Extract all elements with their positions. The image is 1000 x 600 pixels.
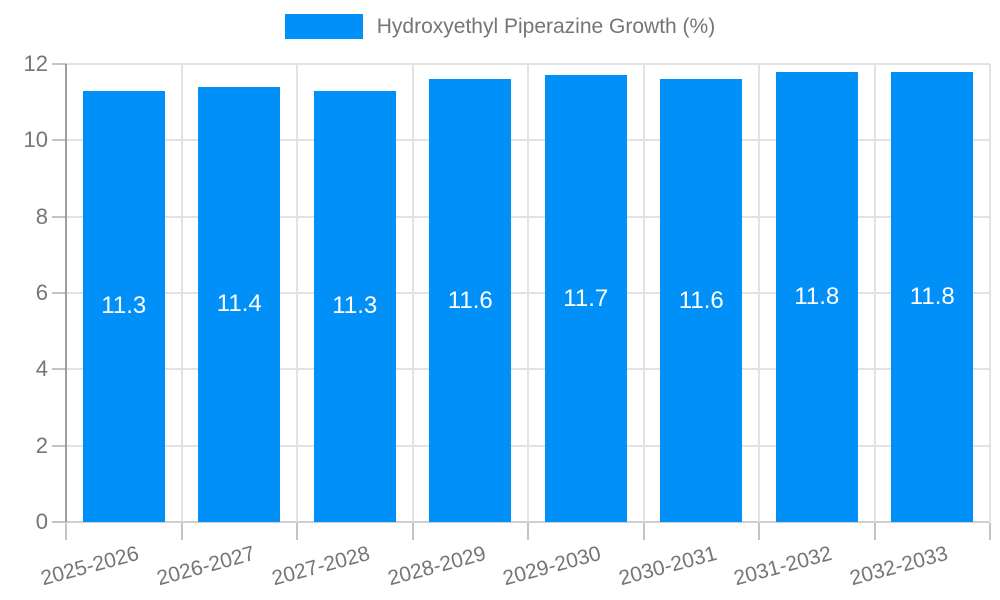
gridline-vertical [642,64,645,522]
x-axis-tick-label: 2029-2030 [500,542,604,591]
x-axis-tick-label: 2026-2027 [154,542,258,591]
y-axis-tick-label: 12 [23,51,48,76]
x-axis-tick [758,523,760,540]
x-axis-tick-label: 2027-2028 [269,542,373,591]
x-axis-tick [527,523,529,540]
gridline-vertical [527,64,529,522]
legend-label: Hydroxyethyl Piperazine Growth (%) [376,14,716,38]
legend-swatch [284,14,363,39]
x-axis-tick [296,523,298,540]
x-axis-tick-label: 2028-2029 [385,542,489,591]
gridline-vertical [411,64,414,522]
x-axis-tick-label: 2032-2033 [847,542,951,591]
x-axis-tick-label: 2031-2032 [731,542,835,591]
x-axis-tick-label: 2030-2031 [616,542,720,591]
x-axis-tick [411,523,414,540]
gridline-vertical [180,64,183,522]
y-axis-tick [52,368,66,371]
bar-value-label: 11.3 [332,292,378,320]
bar-value-label: 11.6 [447,286,493,314]
bar-value-label: 11.6 [678,286,724,314]
gridline-vertical [758,64,760,522]
gridline-vertical [873,64,876,522]
y-axis-tick-label: 0 [35,509,48,534]
gridline-horizontal [66,521,990,523]
y-axis-tick [52,63,66,65]
y-axis-tick [52,139,66,142]
chart-legend[interactable]: Hydroxyethyl Piperazine Growth (%) [0,14,1000,39]
gridline-vertical [296,64,298,522]
y-axis-tick [52,292,66,294]
x-axis-tick [65,523,67,540]
y-axis-tick [52,215,66,218]
bar[interactable] [429,79,512,522]
bar[interactable] [82,90,165,522]
bar[interactable] [775,71,858,522]
bar-value-label: 11.8 [909,282,955,310]
y-axis-tick-label: 8 [35,203,48,229]
gridline-vertical [989,64,991,522]
bar-value-label: 11.7 [563,284,609,312]
x-axis-tick [642,523,645,540]
bar-value-label: 11.8 [794,282,840,310]
bar[interactable] [660,79,743,522]
y-axis-tick-label: 4 [35,356,48,382]
y-axis-tick-label: 2 [35,432,48,458]
x-axis-tick-label: 2025-2026 [38,542,142,591]
x-axis-tick [989,523,991,540]
y-axis-line [65,64,67,522]
x-axis-tick [180,523,183,540]
y-axis-tick [52,521,66,523]
y-axis-tick-label: 6 [35,280,48,305]
x-axis-tick [873,523,876,540]
bar-value-label: 11.4 [216,290,262,318]
y-axis-tick-label: 10 [23,127,48,153]
bar[interactable] [544,75,627,522]
bar[interactable] [313,90,396,522]
bar-value-label: 11.3 [101,292,147,320]
bar[interactable] [891,71,974,522]
y-axis-tick [52,444,66,447]
bar[interactable] [198,86,281,522]
